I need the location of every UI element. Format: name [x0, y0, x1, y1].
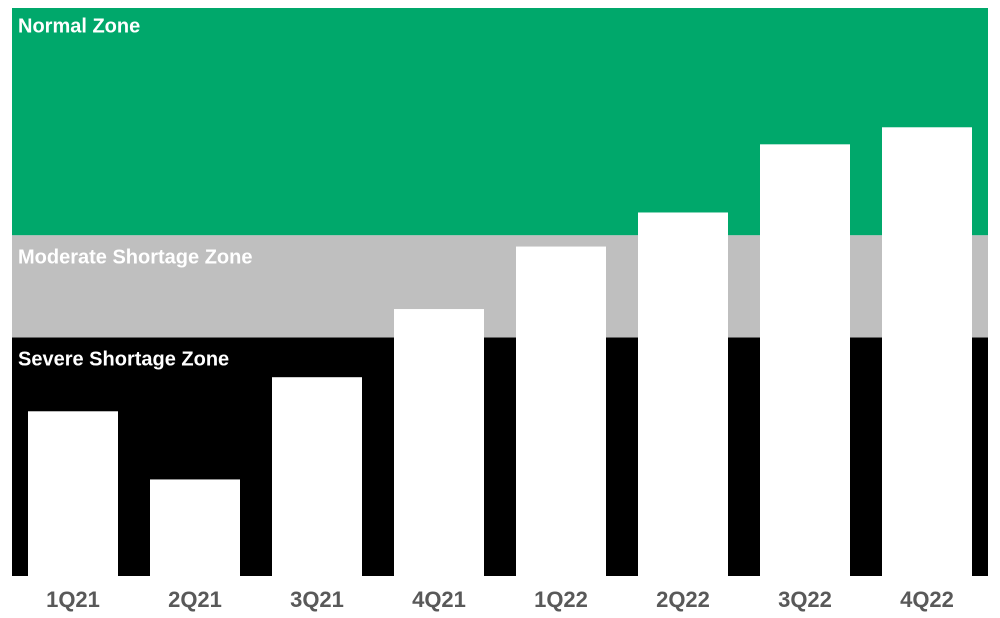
bar — [882, 127, 972, 576]
bar — [150, 479, 240, 576]
x-tick-label: 1Q22 — [534, 587, 588, 612]
bar — [272, 377, 362, 576]
zone-label: Normal Zone — [18, 15, 140, 37]
bar — [394, 309, 484, 576]
bar — [516, 246, 606, 576]
x-tick-label: 1Q21 — [46, 587, 100, 612]
x-tick-label: 3Q22 — [778, 587, 832, 612]
zone-label: Severe Shortage Zone — [18, 349, 229, 371]
x-tick-label: 4Q21 — [412, 587, 466, 612]
bar — [760, 144, 850, 576]
zone-label: Moderate Shortage Zone — [18, 246, 252, 268]
bar — [638, 212, 728, 577]
x-tick-label: 2Q22 — [656, 587, 710, 612]
x-tick-label: 3Q21 — [290, 587, 344, 612]
x-tick-label: 4Q22 — [900, 587, 954, 612]
x-tick-label: 2Q21 — [168, 587, 222, 612]
bar — [28, 411, 118, 576]
